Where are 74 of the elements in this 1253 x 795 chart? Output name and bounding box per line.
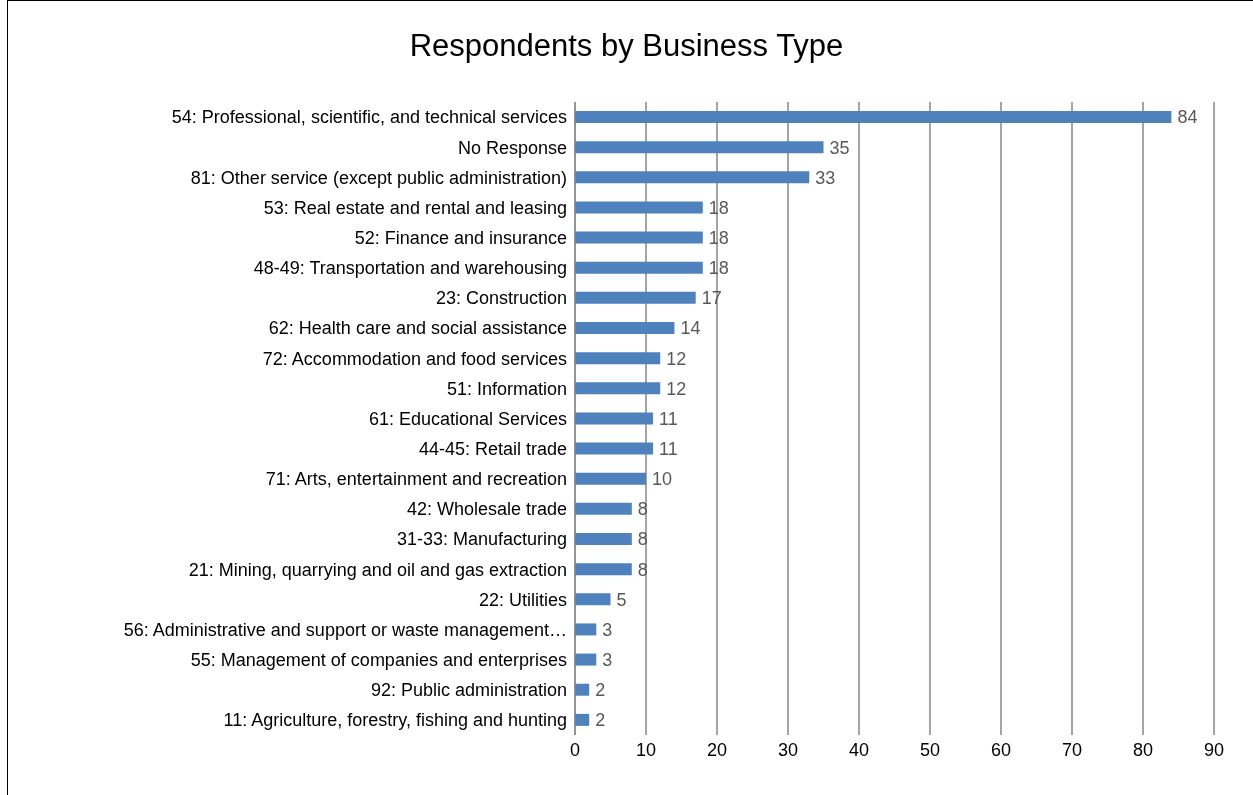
data-label: 12 — [666, 378, 687, 399]
y-tick-label: 92: Public administration — [370, 680, 567, 701]
y-tick-label: 51: Information — [446, 378, 567, 399]
x-tick-label: 90 — [1203, 739, 1225, 760]
y-tick-label: 54: Professional, scientific, and technical services — [171, 107, 567, 128]
bar — [575, 412, 654, 425]
data-label: 8 — [637, 559, 648, 580]
data-label: 3 — [602, 649, 613, 670]
bar — [575, 231, 703, 244]
bar — [575, 683, 590, 696]
data-label: 12 — [666, 348, 687, 369]
data-label: 18 — [708, 227, 729, 248]
chart-title: Respondents by Business Type — [408, 28, 845, 64]
bar — [575, 442, 654, 455]
y-tick-label: No Response — [457, 137, 567, 158]
y-tick-label: 42: Wholesale trade — [406, 499, 567, 520]
data-label: 3 — [602, 619, 613, 640]
bar — [575, 623, 597, 636]
y-tick-label: 22: Utilities — [478, 589, 567, 610]
y-tick-label: 23: Construction — [435, 288, 567, 309]
y-tick-label: 21: Mining, quarrying and oil and gas extraction — [188, 559, 567, 580]
bar — [575, 141, 824, 154]
data-label: 11 — [659, 438, 678, 459]
bar — [575, 382, 661, 395]
bar — [575, 593, 611, 606]
y-tick-label: 61: Educational Services — [368, 408, 567, 429]
y-tick-label: 52: Finance and insurance — [354, 228, 567, 249]
y-tick-label: 72: Accommodation and food services — [262, 348, 567, 369]
bar — [575, 472, 646, 485]
data-label: 35 — [829, 137, 850, 158]
bar — [575, 533, 632, 545]
bar — [575, 502, 632, 515]
y-tick-label: 56: Administrative and support or waste management… — [123, 619, 567, 640]
data-label: 14 — [680, 318, 701, 339]
y-tick-label: 31-33: Manufacturing — [396, 529, 567, 550]
bar — [575, 563, 632, 576]
bar — [575, 322, 675, 334]
y-tick-label: 11: Agriculture, forestry, fishing and hunting — [223, 710, 567, 731]
data-label: 18 — [708, 197, 729, 218]
data-label: 8 — [637, 529, 648, 550]
data-label: 5 — [616, 589, 627, 610]
bar — [575, 201, 703, 214]
x-tick-label: 30 — [777, 739, 799, 760]
data-label: 17 — [701, 288, 722, 309]
x-tick-label: 20 — [706, 739, 728, 760]
y-tick-label: 48-49: Transportation and warehousing — [253, 258, 567, 279]
x-tick-label: 0 — [569, 739, 581, 760]
x-tick-label: 10 — [635, 739, 657, 760]
data-label: 2 — [595, 680, 606, 701]
data-label: 8 — [637, 499, 648, 520]
data-label: 2 — [595, 710, 606, 731]
bar — [575, 291, 696, 304]
bar — [575, 653, 597, 666]
data-label: 11 — [659, 408, 678, 429]
data-label: 33 — [815, 167, 836, 188]
data-label: 18 — [708, 258, 729, 279]
x-tick-label: 50 — [919, 739, 941, 760]
data-label: 84 — [1177, 107, 1198, 128]
bar — [575, 111, 1172, 123]
x-tick-label: 60 — [990, 739, 1012, 760]
bar — [575, 171, 810, 184]
bar — [575, 261, 703, 274]
bar — [575, 352, 661, 365]
x-tick-label: 40 — [848, 739, 870, 760]
y-tick-label: 71: Arts, entertainment and recreation — [265, 469, 567, 490]
data-label: 10 — [652, 469, 673, 490]
y-tick-label: 53: Real estate and rental and leasing — [263, 197, 567, 218]
y-tick-label: 62: Health care and social assistance — [268, 318, 567, 339]
y-tick-label: 81: Other service (except public administration) — [190, 167, 567, 188]
y-tick-label: 44-45: Retail trade — [418, 439, 567, 460]
x-tick-label: 70 — [1061, 739, 1083, 760]
bar — [575, 713, 590, 726]
x-tick-label: 80 — [1132, 739, 1154, 760]
y-tick-label: 55: Management of companies and enterprises — [190, 650, 567, 671]
